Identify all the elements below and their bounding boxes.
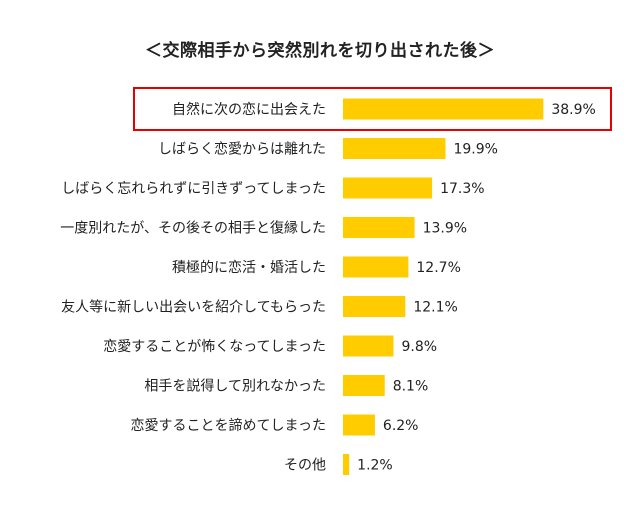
value-label: 17.3% — [440, 181, 484, 197]
value-label: 9.8% — [401, 339, 437, 355]
category-label: 恋愛することを諦めてしまった — [131, 417, 326, 434]
bar — [343, 217, 415, 238]
bar — [343, 177, 433, 199]
value-label: 13.9% — [423, 221, 467, 237]
bar — [343, 454, 350, 475]
value-label: 19.9% — [453, 142, 497, 158]
bar — [343, 375, 385, 396]
category-label: 相手を説得して別れなかった — [144, 378, 326, 395]
highlight-frame — [133, 87, 612, 131]
value-label: 6.2% — [383, 418, 419, 434]
chart-title: ＜交際相手から突然別れを切り出された後＞ — [145, 41, 495, 61]
value-label: 12.1% — [413, 300, 457, 316]
value-label: 8.1% — [393, 379, 429, 395]
bar — [343, 335, 394, 357]
category-label: 恋愛することが怖くなってしまった — [103, 338, 326, 355]
category-label: その他 — [284, 458, 326, 474]
bar — [343, 256, 409, 278]
value-label: 1.2% — [357, 458, 393, 474]
category-label: しばらく忘れられずに引きずってしまった — [61, 181, 326, 197]
bar — [343, 414, 375, 436]
category-label: 一度別れたが、その後その相手と復縁した — [60, 220, 326, 237]
bars-layer: 自然に次の恋に出会えた 38.9% しばらく恋愛からは離れた 19.9% しばらく忘れら… — [60, 87, 612, 475]
category-label: 積極的に恋活・婚活した — [172, 259, 326, 276]
bar — [343, 296, 406, 317]
category-label: しばらく恋愛からは離れた — [158, 141, 326, 158]
bar — [343, 138, 446, 159]
value-label: 12.7% — [416, 260, 460, 276]
category-label: 友人等に新しい出会いを紹介してもらった — [61, 299, 326, 316]
category-label: 自然に次の恋に出会えた — [172, 101, 326, 118]
value-label: 38.9% — [551, 102, 595, 118]
bar — [343, 98, 544, 120]
